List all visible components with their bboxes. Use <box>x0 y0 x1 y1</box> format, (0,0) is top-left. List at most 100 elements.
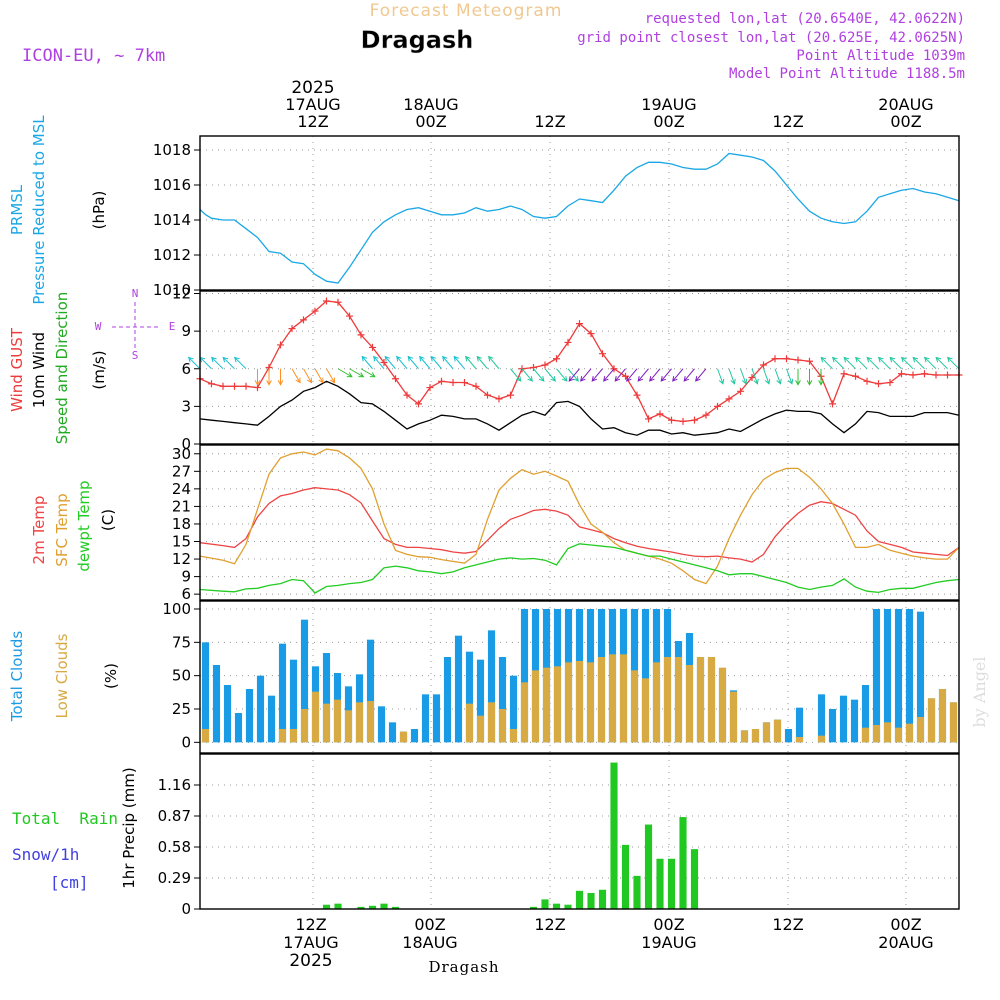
rain-bar <box>322 904 331 909</box>
gust-marker <box>323 297 330 305</box>
wind-direction-arrow <box>277 368 284 386</box>
gust-marker <box>530 364 537 371</box>
y-tick-label: 18 <box>172 515 191 533</box>
bottom-tick-1a: 12Z <box>295 915 326 934</box>
label-dewpt-temp: dewpt Temp <box>75 480 93 571</box>
total-cloud-bar <box>487 630 496 743</box>
total-cloud-bar <box>421 694 430 743</box>
gust-marker <box>472 382 480 390</box>
wind-direction-arrow <box>510 368 522 382</box>
gust-marker <box>507 391 514 399</box>
low-cloud-bar <box>344 710 353 743</box>
rain-bar <box>667 858 676 909</box>
banner-title: Forecast Meteogram <box>370 1 563 21</box>
gust-marker <box>863 377 871 385</box>
wind-direction-arrow <box>672 368 684 382</box>
y-tick-label: 1018 <box>153 141 191 159</box>
rain-bar <box>656 858 664 909</box>
wind-direction-arrow <box>626 368 638 382</box>
bottom-tick-1b: 17AUG <box>283 933 338 952</box>
total-cloud-bar <box>784 729 793 743</box>
low-cloud-bar <box>630 670 639 743</box>
wind-direction-arrow <box>854 356 868 370</box>
wind-direction-arrow <box>361 355 373 370</box>
wind-direction-arrow <box>533 368 545 382</box>
bottom-axis: 12Z 17AUG 2025 00Z 18AUG 12Z 00Z 19AUG 1… <box>283 915 933 976</box>
total-cloud-bar <box>839 695 848 743</box>
y-tick-label: 15 <box>172 533 191 551</box>
wind-direction-arrow <box>695 368 707 382</box>
gust-marker <box>748 374 756 382</box>
label-1hr-precip: 1hr Precip (mm) <box>120 767 138 888</box>
gust-marker <box>702 411 710 419</box>
total-cloud-bar <box>256 675 265 743</box>
gust-marker <box>484 391 491 399</box>
low-cloud-bar <box>597 657 606 743</box>
wind-direction-arrow <box>314 368 324 384</box>
y-tick-label: 9 <box>181 568 191 586</box>
wind-direction-arrow <box>580 368 592 382</box>
gust-marker <box>495 395 503 403</box>
label-2m-temp: 2m Temp <box>30 496 48 565</box>
gust-marker <box>300 316 307 324</box>
wind-direction-arrow <box>877 356 891 370</box>
total-cloud-bar <box>278 643 287 743</box>
panel-2: 0 3 6 9 12 <box>172 285 963 453</box>
label-cm: [cm] <box>50 873 89 892</box>
y-tick-label: 75 <box>172 633 191 651</box>
footer-location: Dragash <box>428 958 499 976</box>
series-prmsl <box>199 152 960 284</box>
panel-frame <box>199 600 960 754</box>
gust-marker <box>426 384 434 392</box>
gust-marker <box>288 325 296 333</box>
low-cloud-bar <box>652 662 661 743</box>
gust-marker <box>415 400 422 408</box>
rain-bar <box>690 849 699 909</box>
gust-marker <box>334 298 342 306</box>
low-cloud-bar <box>927 698 936 743</box>
wind-direction-arrow <box>786 368 794 385</box>
panel-frame <box>199 444 960 601</box>
gust-marker <box>737 387 744 395</box>
low-cloud-bar <box>311 691 320 743</box>
gust-marker <box>380 358 388 366</box>
series-sfc-temp <box>199 448 960 585</box>
wind-direction-arrow <box>419 355 431 370</box>
y-tick-label: 12 <box>172 550 191 568</box>
total-cloud-bar <box>245 689 254 743</box>
y-tick-label: 3 <box>181 397 191 415</box>
low-cloud-bar <box>916 717 925 743</box>
wind-direction-arrow <box>660 368 672 382</box>
gust-marker <box>725 395 733 403</box>
low-cloud-bar <box>201 729 210 743</box>
rain-bar <box>598 889 607 909</box>
wind-direction-arrow <box>567 368 579 382</box>
wind-direction-arrow <box>303 368 313 384</box>
low-cloud-bar <box>872 725 881 743</box>
total-cloud-bar <box>916 611 925 743</box>
wind-direction-arrow <box>806 368 813 386</box>
wind-direction-arrow <box>946 356 960 370</box>
rain-bar <box>587 892 595 909</box>
wind-direction-arrow <box>603 368 615 382</box>
gust-marker <box>392 375 399 383</box>
y-tick-label: 6 <box>181 360 191 378</box>
wind-direction-arrow <box>233 356 247 370</box>
low-cloud-bar <box>564 662 573 743</box>
total-cloud-bar <box>828 709 837 743</box>
gust-marker <box>679 417 687 425</box>
low-cloud-bar <box>905 723 914 743</box>
low-cloud-bar <box>366 701 375 743</box>
top-tick-5b: 12Z <box>772 112 803 131</box>
wind-direction-arrow <box>568 368 580 382</box>
total-cloud-bar <box>201 642 210 743</box>
low-cloud-bar <box>685 665 694 743</box>
wind-direction-arrow <box>430 355 442 370</box>
low-cloud-bar <box>498 709 507 743</box>
series-2m-temp <box>199 487 960 563</box>
wind-direction-arrow <box>360 368 376 378</box>
bottom-tick-4b: 19AUG <box>641 933 696 952</box>
total-cloud-bar <box>883 609 892 743</box>
total-cloud-bar <box>872 609 881 743</box>
